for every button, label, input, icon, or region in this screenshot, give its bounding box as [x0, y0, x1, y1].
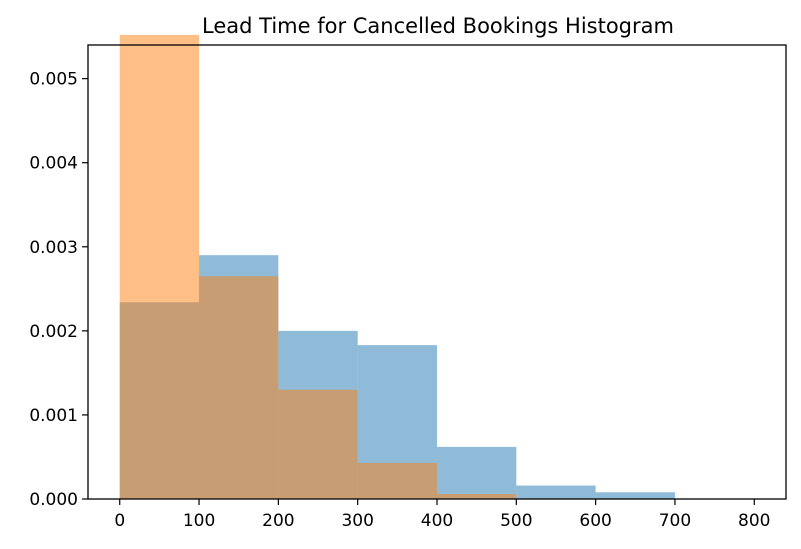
- histogram-bar-series-2: [199, 276, 279, 499]
- y-tick-label: 0.004: [29, 154, 78, 174]
- histogram-bar-series-2: [278, 389, 358, 499]
- x-tick-label: 600: [579, 511, 611, 531]
- y-tick-label: 0.002: [29, 322, 78, 342]
- histogram-bar-series-1: [595, 492, 675, 499]
- bars-layer: [119, 34, 675, 500]
- histogram-bar-series-2: [119, 34, 200, 500]
- x-tick-label: 700: [659, 511, 691, 531]
- histogram-bar-series-2: [437, 493, 517, 499]
- x-tick-label: 500: [500, 511, 532, 531]
- x-tick-label: 100: [183, 511, 215, 531]
- y-tick-label: 0.000: [29, 490, 78, 510]
- x-tick-label: 200: [262, 511, 294, 531]
- chart-title: Lead Time for Cancelled Bookings Histogr…: [202, 14, 674, 38]
- x-tick-label: 0: [114, 511, 125, 531]
- x-tick-label: 400: [421, 511, 453, 531]
- y-tick-label: 0.005: [29, 70, 78, 90]
- histogram-bar-series-1: [437, 446, 517, 499]
- y-tick-label: 0.003: [29, 238, 78, 258]
- histogram-bar-series-1: [516, 485, 596, 499]
- y-tick-label: 0.001: [29, 406, 78, 426]
- histogram-bar-series-2: [357, 462, 437, 499]
- x-tick-label: 300: [341, 511, 373, 531]
- axes-layer: 0 100 200 300 400 500 600 700 800 0.000 0.001 0.002…: [29, 44, 787, 531]
- x-tick-label: 800: [738, 511, 770, 531]
